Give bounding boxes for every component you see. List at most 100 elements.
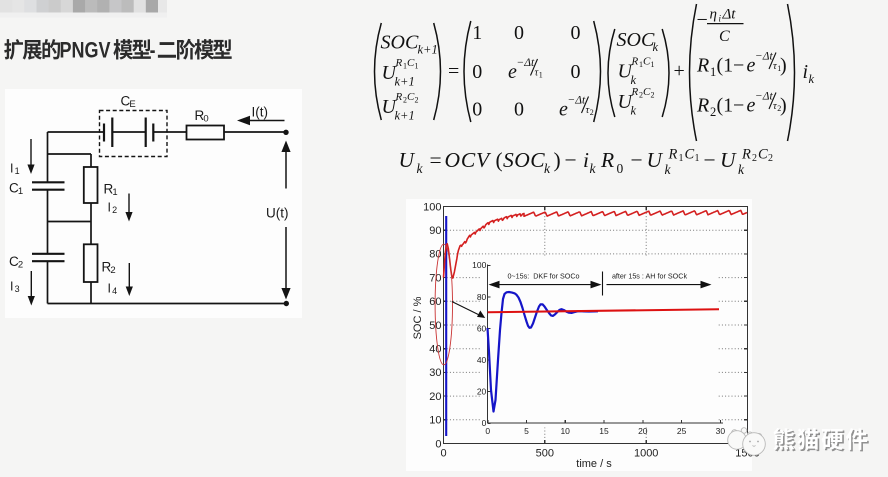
svg-text:100: 100	[472, 260, 486, 270]
svg-text:k: k	[544, 161, 551, 176]
svg-text:OCV: OCV	[445, 148, 492, 172]
svg-text:2: 2	[710, 105, 716, 119]
svg-text:k: k	[417, 161, 424, 176]
svg-text:4: 4	[112, 286, 117, 296]
svg-text:0: 0	[485, 426, 490, 436]
svg-text:60: 60	[477, 323, 487, 333]
svg-text:100: 100	[423, 201, 441, 213]
svg-text:0: 0	[440, 448, 446, 460]
svg-text:=: =	[448, 61, 459, 83]
svg-text:-: -	[150, 39, 156, 63]
svg-text:2: 2	[112, 205, 117, 215]
svg-text:1: 1	[539, 71, 543, 80]
svg-text:C: C	[643, 86, 651, 98]
svg-text:U: U	[618, 61, 634, 83]
svg-text:1: 1	[18, 186, 23, 197]
svg-text:=: =	[430, 148, 442, 172]
svg-text:e: e	[747, 95, 756, 117]
svg-text:): )	[780, 95, 787, 117]
svg-text:0: 0	[514, 99, 524, 121]
svg-text:R: R	[631, 86, 639, 98]
svg-text:R: R	[104, 182, 114, 197]
svg-text:0: 0	[571, 61, 581, 83]
svg-text:R: R	[631, 56, 639, 68]
svg-text:C: C	[643, 56, 651, 68]
svg-text:(1: (1	[717, 95, 734, 117]
svg-text:2: 2	[18, 260, 23, 271]
svg-text:2: 2	[110, 265, 115, 276]
svg-text:1: 1	[639, 60, 643, 69]
svg-text:0: 0	[617, 161, 624, 176]
svg-text:−: −	[565, 148, 577, 172]
svg-text:U: U	[382, 96, 398, 118]
svg-text:1: 1	[777, 64, 781, 73]
svg-text:k+1: k+1	[395, 109, 415, 123]
svg-text:20: 20	[638, 426, 648, 436]
svg-text:80: 80	[477, 292, 487, 302]
svg-text:I(t): I(t)	[252, 105, 269, 120]
svg-text:−Δt: −Δt	[755, 51, 774, 63]
svg-text:PNGV: PNGV	[60, 39, 111, 63]
svg-text:R: R	[668, 147, 678, 163]
svg-text:2: 2	[752, 153, 757, 164]
svg-text:R: R	[102, 260, 112, 275]
svg-text:0: 0	[472, 99, 482, 121]
svg-text:1: 1	[15, 166, 20, 176]
svg-text:k+1: k+1	[395, 75, 415, 89]
svg-text:): )	[554, 148, 561, 172]
svg-text:10: 10	[429, 415, 441, 427]
svg-text:U: U	[618, 91, 634, 113]
svg-text:C: C	[407, 91, 415, 103]
svg-text:2: 2	[651, 91, 655, 100]
svg-text:5: 5	[524, 426, 529, 436]
svg-text:1: 1	[710, 65, 716, 79]
svg-text:after 15s : AH for SOCk: after 15s : AH for SOCk	[612, 272, 688, 281]
svg-text:C: C	[9, 254, 19, 269]
svg-text:SOC: SOC	[381, 31, 419, 53]
svg-text:500: 500	[536, 448, 554, 460]
svg-text:U: U	[647, 148, 664, 172]
svg-text:k: k	[590, 161, 597, 176]
svg-text:1: 1	[403, 62, 407, 71]
svg-text:SOC: SOC	[503, 148, 545, 172]
svg-text:k: k	[631, 73, 637, 87]
svg-text:0: 0	[571, 22, 581, 44]
svg-text:−: −	[631, 148, 643, 172]
svg-text:e: e	[508, 61, 517, 83]
svg-text:20: 20	[429, 391, 441, 403]
svg-text:C: C	[719, 28, 730, 45]
svg-text:I: I	[10, 162, 13, 176]
svg-text:−Δt: −Δt	[568, 95, 587, 107]
svg-text:τ: τ	[535, 68, 540, 79]
svg-text:k: k	[631, 104, 637, 118]
svg-text:τ: τ	[773, 61, 778, 72]
svg-text:I: I	[108, 282, 111, 296]
svg-text:U: U	[720, 148, 737, 172]
svg-text:0: 0	[203, 114, 208, 125]
svg-text:τ: τ	[586, 105, 591, 116]
svg-text:R: R	[696, 95, 709, 117]
svg-text:90: 90	[429, 225, 441, 237]
svg-text:i: i	[583, 148, 589, 172]
svg-text:1: 1	[651, 60, 655, 69]
svg-text:−: −	[733, 55, 744, 77]
svg-text:U(t): U(t)	[266, 206, 289, 221]
svg-text:i: i	[719, 14, 722, 24]
svg-text:0: 0	[514, 22, 524, 44]
svg-text:0~15s: DKF for SOCo: 0~15s: DKF for SOCo	[507, 272, 579, 281]
svg-text:1: 1	[695, 153, 700, 164]
svg-text:e: e	[747, 55, 756, 77]
svg-text:k: k	[665, 162, 672, 177]
svg-text:0: 0	[482, 418, 487, 428]
svg-text:25: 25	[677, 426, 687, 436]
svg-text:−Δt: −Δt	[517, 57, 536, 69]
svg-text:(1: (1	[717, 55, 734, 77]
svg-text:10: 10	[560, 426, 570, 436]
svg-text:2: 2	[590, 108, 594, 117]
svg-text:C: C	[758, 147, 768, 163]
svg-text:30: 30	[429, 367, 441, 379]
svg-text:−: −	[733, 95, 744, 117]
svg-text:40: 40	[429, 344, 441, 356]
svg-text:2: 2	[768, 153, 773, 164]
svg-text:I: I	[10, 280, 13, 294]
